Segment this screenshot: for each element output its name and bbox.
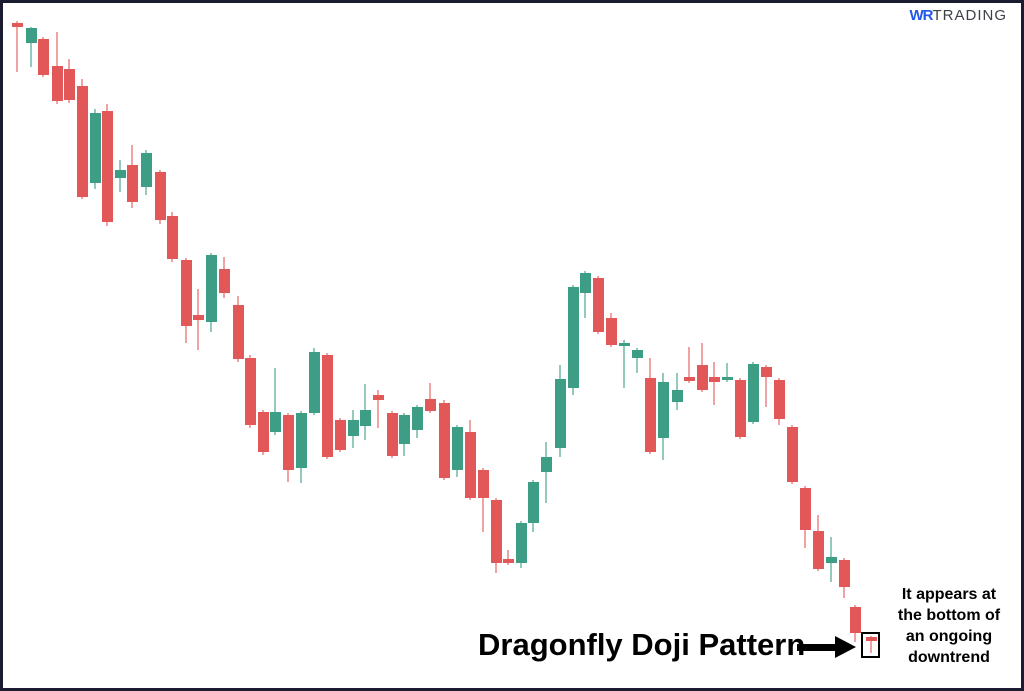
candle-wick-59 xyxy=(765,365,767,407)
candle-wick-67 xyxy=(870,636,872,653)
candle-60-down xyxy=(774,380,785,419)
candle-26-down xyxy=(335,420,346,450)
candle-19-down xyxy=(245,358,256,425)
candle-37-down xyxy=(478,470,489,498)
candle-10-down xyxy=(127,165,138,202)
candle-wick-21 xyxy=(274,368,276,435)
candle-39-down xyxy=(503,559,514,563)
candle-61-down xyxy=(787,427,798,482)
candle-wick-53 xyxy=(688,347,690,383)
candle-wick-1 xyxy=(16,21,18,72)
pattern-arrow xyxy=(797,636,856,658)
candle-6-down xyxy=(77,86,88,197)
candle-15-down xyxy=(193,315,204,320)
arrow-line xyxy=(797,644,839,651)
candle-59-down xyxy=(761,367,772,377)
candle-25-down xyxy=(322,355,333,457)
candle-wick-48 xyxy=(623,340,625,388)
candle-5-down xyxy=(64,69,75,100)
candle-65-down xyxy=(839,560,850,587)
candle-48-up xyxy=(619,343,630,346)
doji-highlight-box xyxy=(861,632,880,658)
brand-logo: WRTRADING xyxy=(910,8,1008,23)
candle-58-up xyxy=(748,364,759,422)
candle-11-up xyxy=(141,153,152,187)
candle-30-down xyxy=(387,413,398,456)
candle-7-up xyxy=(90,113,101,183)
candle-62-down xyxy=(800,488,811,530)
candle-wick-55 xyxy=(713,362,715,405)
candle-31-up xyxy=(399,415,410,444)
candle-23-up xyxy=(296,413,307,468)
candle-54-down xyxy=(697,365,708,390)
candle-29-down xyxy=(373,395,384,400)
candle-45-up xyxy=(580,273,591,293)
candle-53-down xyxy=(684,377,695,381)
candle-13-down xyxy=(167,216,178,259)
downtrend-note-line: the bottom of xyxy=(897,607,1001,624)
candle-wick-2 xyxy=(30,27,32,67)
candle-8-down xyxy=(102,111,113,222)
candle-14-down xyxy=(181,260,192,326)
candle-wick-37 xyxy=(482,468,484,532)
candle-35-up xyxy=(452,427,463,470)
candle-38-down xyxy=(491,500,502,563)
candle-17-down xyxy=(219,269,230,293)
candle-32-up xyxy=(412,407,423,430)
candle-3-down xyxy=(38,39,49,75)
pattern-label: Dragonfly Doji Pattern xyxy=(478,627,806,662)
candle-1-down xyxy=(12,23,23,27)
candle-22-down xyxy=(283,415,294,470)
candle-57-down xyxy=(735,380,746,437)
candle-20-down xyxy=(258,412,269,452)
candle-wick-29 xyxy=(377,390,379,428)
candle-wick-42 xyxy=(545,442,547,503)
downtrend-note-line: It appears at xyxy=(901,586,997,603)
candle-2-up xyxy=(26,28,37,43)
candle-44-up xyxy=(568,287,579,388)
candle-64-up xyxy=(826,557,837,563)
brand-logo-trading: TRADING xyxy=(932,7,1007,24)
candle-wick-39 xyxy=(507,550,509,565)
brand-logo-wr: WR xyxy=(909,7,934,24)
candle-24-up xyxy=(309,352,320,413)
downtrend-note: It appears at the bottom of an ongoing d… xyxy=(881,584,1017,668)
candle-55-down xyxy=(709,377,720,382)
candle-27-up xyxy=(348,420,359,436)
downtrend-note-line: an ongoing xyxy=(905,628,993,645)
candle-50-down xyxy=(645,378,656,452)
candle-41-up xyxy=(528,482,539,523)
candle-63-down xyxy=(813,531,824,569)
candle-4-down xyxy=(52,66,63,101)
candle-33-down xyxy=(425,399,436,411)
candle-56-up xyxy=(722,377,733,380)
candle-16-up xyxy=(206,255,217,322)
candle-49-up xyxy=(632,350,643,358)
candle-18-down xyxy=(233,305,244,359)
candle-28-up xyxy=(360,410,371,426)
arrow-head-icon xyxy=(835,636,856,658)
candle-42-up xyxy=(541,457,552,472)
candle-21-up xyxy=(270,412,281,432)
candle-wick-56 xyxy=(726,363,728,382)
candle-67-down xyxy=(866,637,877,641)
candle-12-down xyxy=(155,172,166,220)
candle-40-up xyxy=(516,523,527,563)
candle-34-down xyxy=(439,403,450,478)
candle-43-up xyxy=(555,379,566,448)
candle-52-up xyxy=(672,390,683,402)
candle-47-down xyxy=(606,318,617,345)
candle-66-down xyxy=(850,607,861,633)
candle-36-down xyxy=(465,432,476,498)
downtrend-note-line: downtrend xyxy=(908,649,990,666)
candle-wick-33 xyxy=(429,383,431,413)
candle-51-up xyxy=(658,382,669,438)
candle-wick-45 xyxy=(584,271,586,318)
candle-wick-49 xyxy=(636,348,638,373)
candle-46-down xyxy=(593,278,604,332)
candle-9-up xyxy=(115,170,126,178)
